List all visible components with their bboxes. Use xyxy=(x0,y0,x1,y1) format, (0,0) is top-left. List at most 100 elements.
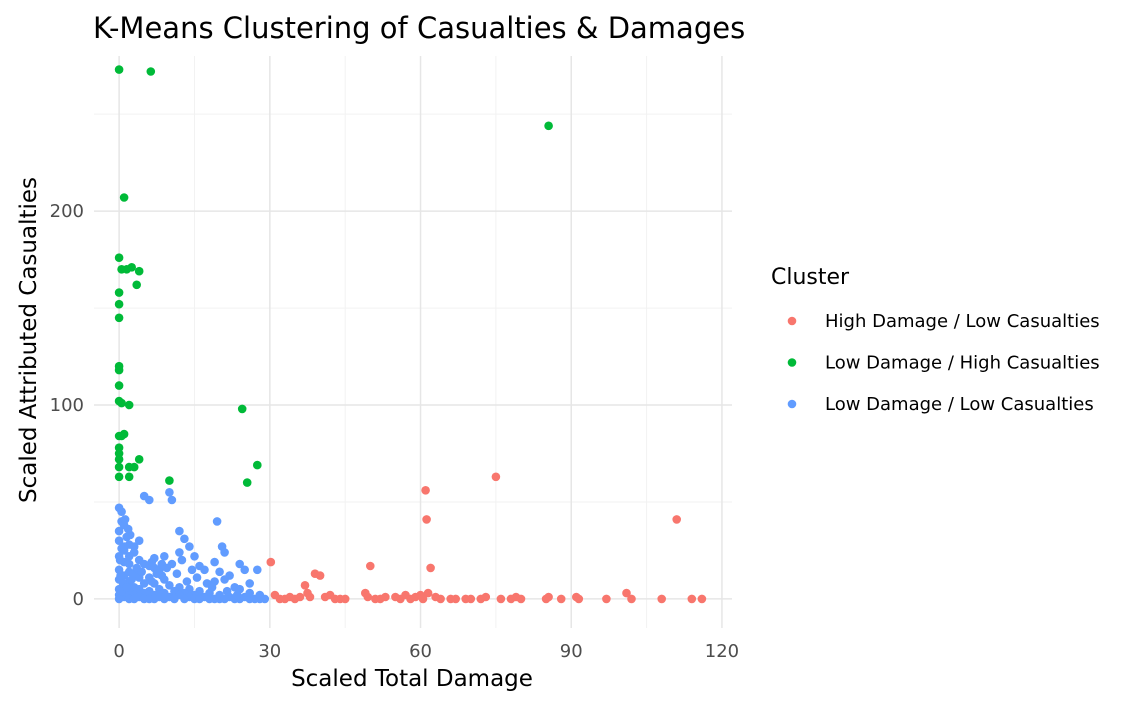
data-point xyxy=(114,65,124,74)
data-point xyxy=(150,594,159,604)
data-point xyxy=(295,592,305,602)
data-point xyxy=(252,460,262,470)
data-point xyxy=(134,266,144,276)
data-point xyxy=(114,299,124,309)
legend-swatch xyxy=(787,399,797,409)
data-point xyxy=(132,280,141,290)
data-point xyxy=(422,515,431,524)
data-point xyxy=(139,579,149,588)
data-point xyxy=(255,590,265,600)
data-point xyxy=(114,594,124,604)
data-point xyxy=(381,592,390,602)
x-tick-label: 0 xyxy=(113,641,124,662)
data-point xyxy=(152,569,162,578)
grid xyxy=(94,56,732,628)
data-point xyxy=(120,515,130,524)
data-point xyxy=(418,594,428,604)
data-point xyxy=(426,563,435,573)
data-point xyxy=(210,557,219,567)
chart-title: K-Means Clustering of Casualties & Damag… xyxy=(93,11,745,45)
data-point xyxy=(119,193,129,202)
data-point xyxy=(116,571,125,580)
legend-title: Cluster xyxy=(771,265,850,290)
data-point xyxy=(315,571,325,580)
data-point xyxy=(134,455,144,464)
data-point xyxy=(123,524,133,534)
data-point xyxy=(114,526,124,536)
data-point xyxy=(185,542,194,551)
data-point xyxy=(147,557,157,567)
data-point xyxy=(114,536,124,545)
data-point xyxy=(451,594,461,604)
y-tick-label: 0 xyxy=(73,589,84,610)
data-point xyxy=(516,594,526,604)
x-tick-label: 60 xyxy=(409,641,432,662)
series-group xyxy=(266,472,707,604)
x-tick-label: 90 xyxy=(560,641,583,662)
data-point xyxy=(134,536,144,545)
y-tick-label: 200 xyxy=(50,201,84,222)
data-point xyxy=(544,592,553,602)
legend-swatch xyxy=(787,358,797,367)
axes: 0 30 60 90 120 0 100 200 xyxy=(50,201,739,662)
data-point xyxy=(114,462,124,472)
data-point xyxy=(305,592,315,602)
series-group xyxy=(114,488,270,604)
data-point xyxy=(222,586,232,596)
data-point xyxy=(245,579,254,588)
data-point xyxy=(657,594,666,604)
data-point xyxy=(300,581,310,590)
data-point xyxy=(242,478,252,487)
data-point xyxy=(165,488,174,497)
data-point xyxy=(177,555,187,565)
data-point xyxy=(697,594,707,604)
data-point xyxy=(200,565,209,575)
legend-item: Low Damage / Low Casualties xyxy=(787,394,1094,415)
data-point xyxy=(117,507,126,516)
data-point xyxy=(340,594,350,604)
data-point xyxy=(190,552,199,561)
data-point xyxy=(145,495,154,505)
data-point xyxy=(114,288,124,297)
data-point xyxy=(165,581,174,590)
data-point xyxy=(122,583,131,592)
series-group xyxy=(114,65,553,487)
data-point xyxy=(544,121,553,131)
data-point xyxy=(240,565,249,575)
data-point xyxy=(192,573,202,582)
data-point xyxy=(235,559,244,569)
data-point xyxy=(129,542,139,551)
data-point xyxy=(114,381,124,390)
data-point xyxy=(114,455,124,464)
data-point xyxy=(137,567,146,577)
data-point xyxy=(160,552,169,561)
data-point xyxy=(212,517,222,526)
data-point xyxy=(195,594,204,604)
data-point xyxy=(180,594,189,604)
data-point xyxy=(124,472,134,482)
data-point xyxy=(215,567,224,577)
data-point xyxy=(124,400,134,410)
data-point xyxy=(180,534,189,544)
data-point xyxy=(602,594,611,604)
data-point xyxy=(165,476,174,485)
y-tick-label: 100 xyxy=(50,395,84,416)
data-point xyxy=(220,575,229,584)
data-point xyxy=(481,592,491,602)
legend-label: High Damage / Low Casualties xyxy=(825,311,1100,332)
data-point xyxy=(496,594,506,604)
data-point xyxy=(127,575,136,584)
data-point xyxy=(114,313,124,323)
data-point xyxy=(622,588,631,598)
data-point xyxy=(366,561,375,571)
data-point xyxy=(114,253,124,262)
data-point xyxy=(117,398,126,408)
data-point xyxy=(436,594,445,604)
data-point xyxy=(119,542,129,551)
data-point xyxy=(114,365,124,375)
data-point xyxy=(114,472,124,482)
data-point xyxy=(252,565,262,575)
data-point xyxy=(175,548,184,557)
